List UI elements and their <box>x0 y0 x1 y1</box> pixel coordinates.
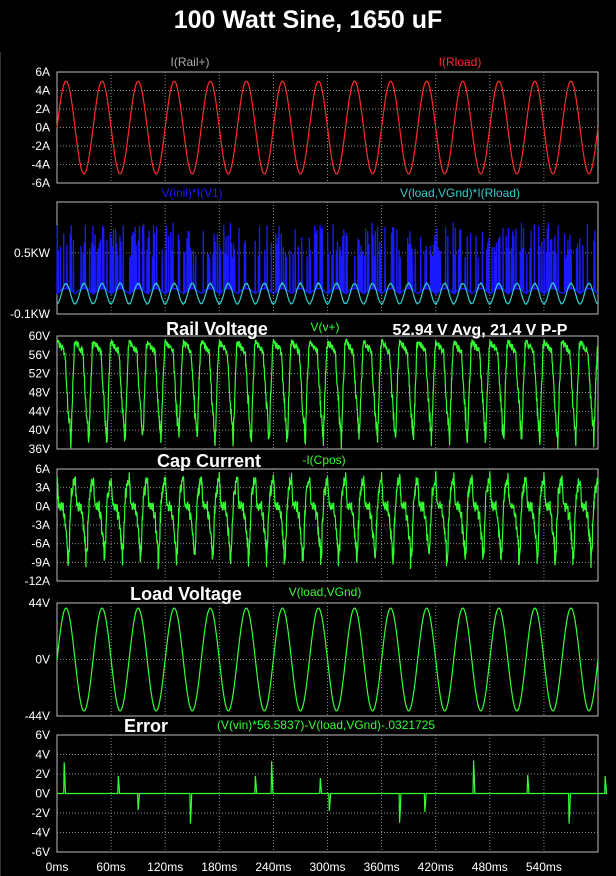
trace-label: -I(Cpos) <box>302 453 345 467</box>
y-tick-label: -6A <box>31 537 50 551</box>
x-axis: 0ms 60ms 120ms 180ms 240ms 300ms 360ms 420ms 480… <box>46 860 562 874</box>
y-tick-label: -2V <box>31 806 50 820</box>
y-tick-label: 56V <box>29 348 50 362</box>
y-tick-label: 4A <box>35 84 50 98</box>
trace-label: I(Rail+) <box>170 55 209 69</box>
y-tick-label: 6A <box>35 462 50 476</box>
y-tick-label: 6V <box>35 728 50 742</box>
plot-pane-6: 6V 4V 2V 0V -2V -4V -6V Error (V(vin)*56.5837)-V… <box>31 716 608 859</box>
x-tick-label: 540ms <box>526 860 562 874</box>
y-tick-label: 44V <box>29 404 50 418</box>
y-tick-label: 0.5KW <box>14 246 51 260</box>
plot-pane-3: 60V 56V 52V 48V 44V 40V 36V Rail Voltage 52.94 V… <box>29 319 599 456</box>
trace-label: V(inil)*I(V1) <box>161 186 222 200</box>
chart-title: 100 Watt Sine, 1650 uF <box>173 6 443 34</box>
trace-label: (V(vin)*56.5837)-V(load,VGnd)-.0321725 <box>217 718 435 732</box>
y-tick-label: 60V <box>29 329 50 343</box>
x-tick-label: 60ms <box>96 860 125 874</box>
y-tick-label: 3A <box>35 481 50 495</box>
pane-title: Rail Voltage <box>166 319 268 339</box>
trace-sin2 <box>56 281 599 306</box>
x-tick-label: 420ms <box>418 860 454 874</box>
trace-spikes <box>56 222 599 296</box>
trace-label: V(v+) <box>310 320 339 334</box>
x-tick-label: 360ms <box>364 860 400 874</box>
y-tick-label: 48V <box>29 386 50 400</box>
y-tick-label: 6A <box>35 65 50 79</box>
trace-capcurrent <box>56 471 599 570</box>
trace-pulses <box>57 760 608 824</box>
y-tick-label: 4V <box>35 748 50 762</box>
y-tick-label: 0A <box>35 121 50 135</box>
y-tick-label: 0A <box>35 499 50 513</box>
y-tick-label: 2A <box>35 102 50 116</box>
y-tick-label: -4A <box>31 158 50 172</box>
trace-sine <box>56 80 599 175</box>
x-tick-label: 0ms <box>46 860 69 874</box>
trace-label: V(load,VGnd)*I(Rload) <box>400 186 520 200</box>
y-tick-label: -6A <box>31 176 50 190</box>
y-tick-label: 52V <box>29 367 50 381</box>
y-tick-label: -0.1KW <box>10 307 51 321</box>
y-tick-label: 40V <box>29 423 50 437</box>
trace-sine <box>56 607 599 712</box>
y-tick-label: -9A <box>31 555 50 569</box>
y-tick-label: -44V <box>25 709 50 723</box>
y-tick-label: 44V <box>29 596 50 610</box>
x-tick-label: 240ms <box>255 860 291 874</box>
trace-label: V(load,VGnd) <box>289 585 362 599</box>
trace-label: I(Rload) <box>439 55 482 69</box>
y-tick-label: -2A <box>31 139 50 153</box>
pane-annotation: 52.94 V Avg, 21.4 V P-P <box>393 322 568 339</box>
x-tick-label: 480ms <box>472 860 508 874</box>
pane-title: Load Voltage <box>130 584 242 604</box>
plot-pane-4: 6A 3A 0A -3A -6A -9A -12A Cap Current -I(Cpos) <box>25 451 599 588</box>
plot-pane-1: 6A 4A 2A 0A -2A -4A -6A I(Rail+) I(Rload) <box>31 55 599 190</box>
y-tick-label: -3A <box>31 518 50 532</box>
y-tick-label: 36V <box>29 442 50 456</box>
plot-pane-2: 0.5KW -0.1KW V(inil)*I(V1) V(load,VGnd)*I(R… <box>10 186 599 321</box>
y-tick-label: -4V <box>31 826 50 840</box>
x-tick-label: 180ms <box>201 860 237 874</box>
y-tick-label: 2V <box>35 767 50 781</box>
trace-rail <box>56 337 599 449</box>
pane-title: Error <box>124 716 168 736</box>
y-tick-label: -6V <box>31 845 50 859</box>
y-tick-label: -12A <box>25 574 50 588</box>
y-tick-label: 0V <box>35 787 50 801</box>
y-tick-label: 0V <box>35 653 50 667</box>
x-tick-label: 120ms <box>147 860 183 874</box>
x-tick-label: 300ms <box>309 860 345 874</box>
pane-title: Cap Current <box>157 451 261 471</box>
plot-pane-5: 44V 0V -44V Load Voltage V(load,VGnd) <box>25 584 599 723</box>
